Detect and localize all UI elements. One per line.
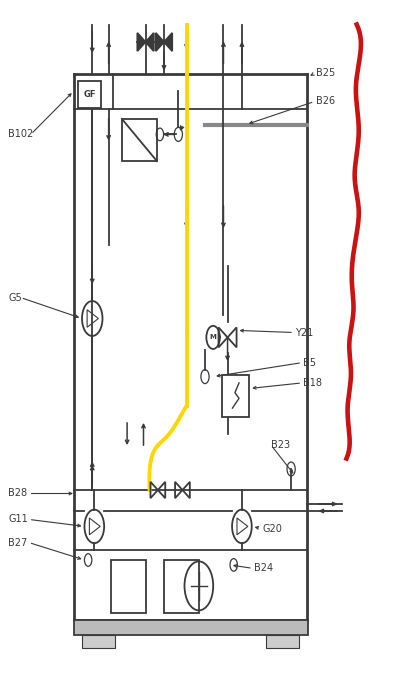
Bar — [74, 620, 307, 635]
Text: B26: B26 — [315, 97, 334, 106]
Bar — [266, 635, 299, 648]
Text: B5: B5 — [303, 358, 316, 368]
Polygon shape — [164, 33, 172, 51]
Text: M: M — [209, 335, 216, 340]
Polygon shape — [145, 33, 153, 51]
Bar — [164, 560, 198, 612]
Text: GF: GF — [83, 90, 95, 99]
Text: Y21: Y21 — [294, 328, 313, 337]
Bar — [122, 119, 157, 161]
Text: B28: B28 — [8, 489, 27, 498]
Text: B24: B24 — [254, 564, 273, 573]
Text: B25: B25 — [315, 69, 334, 78]
Text: B27: B27 — [8, 538, 27, 547]
Polygon shape — [155, 33, 164, 51]
Bar — [110, 560, 145, 612]
Bar — [78, 81, 101, 108]
Text: B23: B23 — [270, 440, 289, 449]
Polygon shape — [137, 33, 145, 51]
Text: B102: B102 — [8, 130, 34, 139]
Bar — [82, 635, 115, 648]
Text: G11: G11 — [8, 514, 28, 524]
Text: G5: G5 — [8, 293, 22, 302]
Text: G20: G20 — [262, 524, 281, 533]
Text: B18: B18 — [303, 378, 321, 388]
Bar — [222, 374, 248, 416]
